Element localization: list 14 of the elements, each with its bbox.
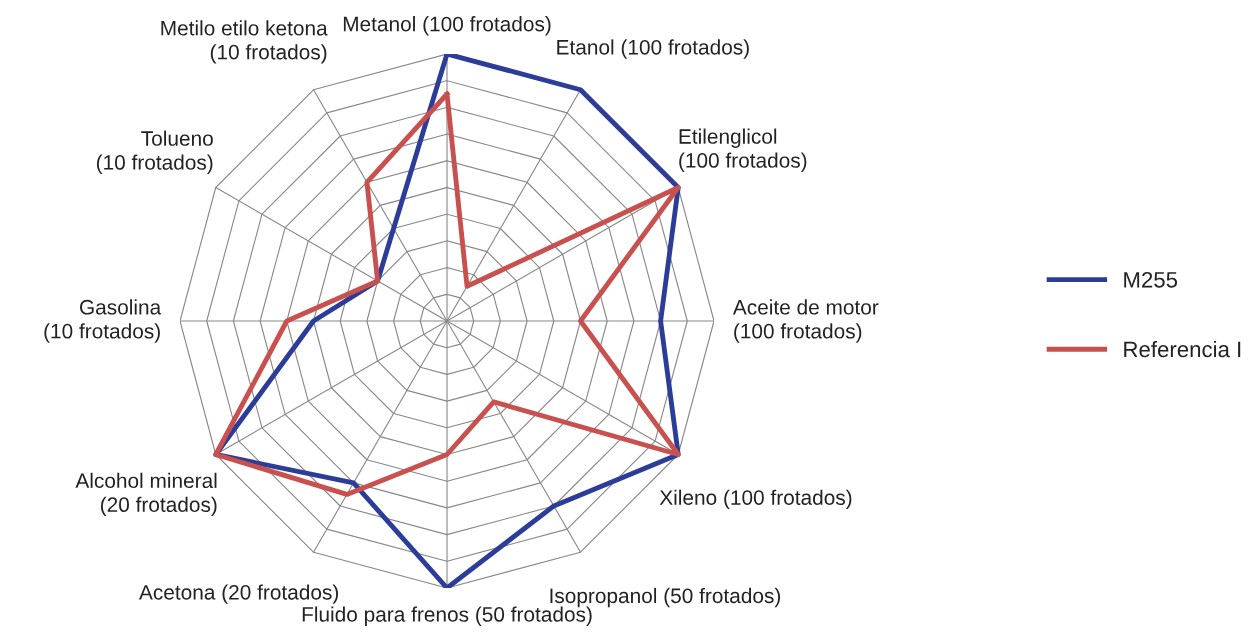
spoke-label: Etanol (100 frotados)	[557, 39, 749, 59]
spoke-label: Metilo etilo ketona (10 frotados)	[161, 20, 328, 64]
spoke-label: Gasolina (10 frotados)	[44, 299, 162, 343]
spoke-label: Tolueno (10 frotados)	[96, 130, 213, 174]
spoke-label: Xileno (100 frotados)	[659, 489, 852, 510]
spoke-label: Isopropanol (50 frotados)	[550, 587, 781, 608]
spoke-label: Acetona (20 frotados)	[139, 584, 339, 604]
legend-label: M255	[1124, 271, 1178, 288]
spoke-label: Fluido para frenos (50 frotados)	[302, 606, 592, 626]
spoke-label: Alcohol mineral (20 frotados)	[75, 472, 217, 517]
spoke-label: Etilenglicol (100 frotados)	[679, 128, 807, 172]
legend-label: Referencia I	[1124, 340, 1241, 358]
spoke-label: Aceite de motor (100 frotados)	[732, 299, 879, 343]
spoke-label: Metanol (100 frotados)	[343, 16, 551, 36]
